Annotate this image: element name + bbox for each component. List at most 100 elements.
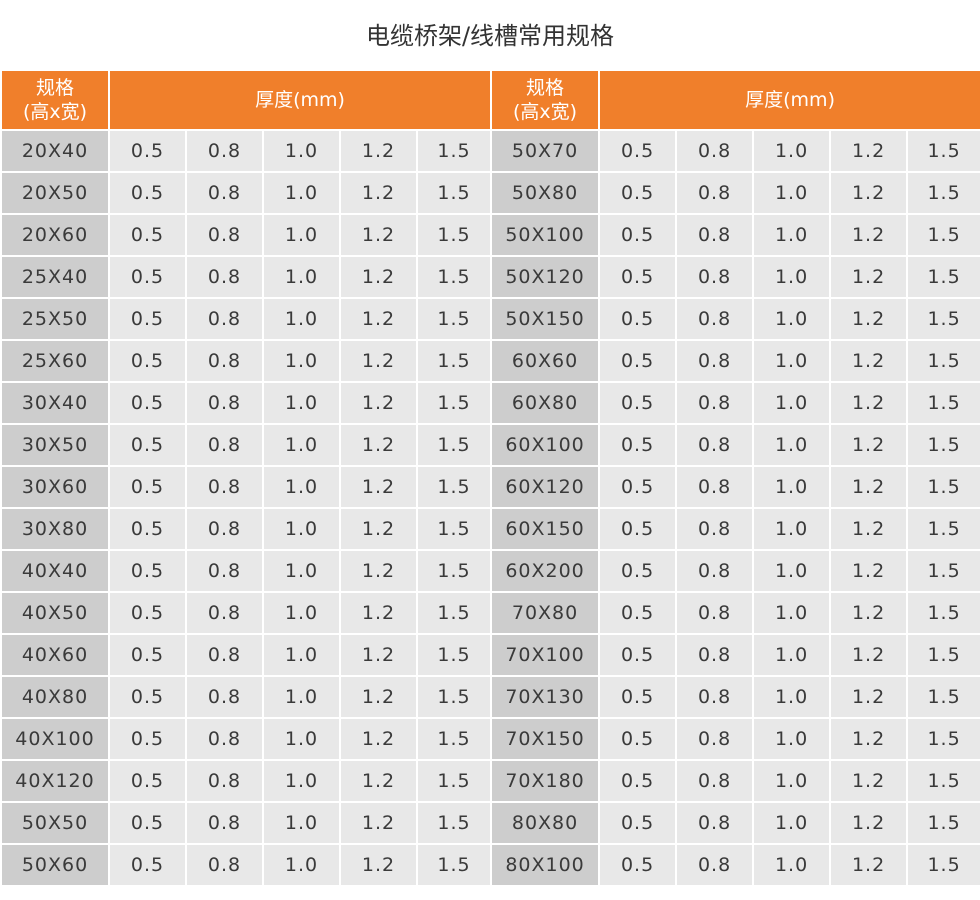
thickness-cell-left: 1.2 (339, 633, 418, 677)
thickness-cell-left: 1.5 (415, 549, 493, 593)
spec-header-right: 规格 (高x宽) (490, 69, 601, 131)
thickness-cell-right: 0.8 (675, 465, 755, 509)
spec-cell-right: 80X80 (490, 801, 601, 845)
thickness-cell-left: 1.2 (339, 381, 418, 425)
thickness-cell-right: 1.2 (829, 381, 909, 425)
thickness-cell-right: 1.5 (906, 843, 980, 887)
thickness-cell-right: 1.5 (906, 129, 980, 173)
thickness-cell-left: 0.5 (108, 717, 187, 761)
spec-cell-left: 40X120 (0, 759, 110, 803)
thickness-cell-left: 1.2 (339, 759, 418, 803)
thickness-cell-left: 0.5 (108, 507, 187, 551)
thickness-cell-right: 1.2 (829, 591, 909, 635)
spec-cell-left: 40X50 (0, 591, 110, 635)
thickness-cell-right: 1.2 (829, 213, 909, 257)
thickness-cell-right: 0.8 (675, 255, 755, 299)
thickness-cell-left: 0.8 (185, 213, 264, 257)
thickness-cell-left: 0.5 (108, 465, 187, 509)
thickness-cell-right: 0.8 (675, 129, 755, 173)
spec-cell-left: 40X80 (0, 675, 110, 719)
spec-cell-right: 70X180 (490, 759, 601, 803)
thickness-cell-right: 0.8 (675, 339, 755, 383)
spec-cell-right: 50X70 (490, 129, 601, 173)
thickness-cell-left: 0.8 (185, 717, 264, 761)
thickness-cell-left: 0.8 (185, 591, 264, 635)
thickness-cell-left: 1.5 (415, 759, 493, 803)
spec-cell-right: 70X100 (490, 633, 601, 677)
thickness-cell-left: 1.2 (339, 297, 418, 341)
thickness-cell-right: 1.2 (829, 507, 909, 551)
table-row: 30X80 0.5 0.8 1.0 1.2 1.5 60X150 0.5 0.8 1.0 1.2 1.… (0, 507, 980, 551)
thickness-cell-right: 1.0 (752, 423, 832, 467)
thickness-cell-right: 0.5 (598, 759, 678, 803)
thickness-cell-left: 0.5 (108, 423, 187, 467)
thickness-cell-right: 1.2 (829, 801, 909, 845)
thickness-cell-left: 1.2 (339, 801, 418, 845)
spec-header-label: 规格 (526, 77, 565, 99)
thickness-cell-left: 1.2 (339, 843, 418, 887)
thickness-cell-right: 1.2 (829, 759, 909, 803)
thickness-cell-left: 0.8 (185, 843, 264, 887)
thickness-cell-left: 0.5 (108, 381, 187, 425)
thickness-cell-left: 0.8 (185, 759, 264, 803)
thickness-cell-left: 1.5 (415, 465, 493, 509)
thickness-cell-right: 1.5 (906, 339, 980, 383)
thickness-cell-right: 1.0 (752, 129, 832, 173)
thickness-cell-left: 0.5 (108, 633, 187, 677)
thickness-cell-left: 0.8 (185, 801, 264, 845)
thickness-cell-right: 1.0 (752, 633, 832, 677)
thickness-cell-left: 1.5 (415, 633, 493, 677)
thickness-cell-right: 0.5 (598, 633, 678, 677)
thickness-cell-right: 0.5 (598, 129, 678, 173)
spec-cell-left: 50X50 (0, 801, 110, 845)
thickness-cell-right: 0.8 (675, 423, 755, 467)
table-row: 20X40 0.5 0.8 1.0 1.2 1.5 50X70 0.5 0.8 1.0 1.2 1.5 (0, 129, 980, 173)
thickness-cell-right: 1.2 (829, 675, 909, 719)
thickness-cell-left: 0.5 (108, 759, 187, 803)
table-row: 30X50 0.5 0.8 1.0 1.2 1.5 60X100 0.5 0.8 1.0 1.2 1.… (0, 423, 980, 467)
thickness-cell-right: 0.5 (598, 591, 678, 635)
spec-cell-right: 60X100 (490, 423, 601, 467)
spec-cell-right: 50X100 (490, 213, 601, 257)
thickness-cell-right: 0.8 (675, 759, 755, 803)
thickness-cell-left: 1.0 (262, 297, 341, 341)
thickness-cell-left: 0.8 (185, 423, 264, 467)
spec-header-left: 规格 (高x宽) (0, 69, 110, 131)
spec-cell-right: 50X80 (490, 171, 601, 215)
thickness-cell-left: 1.5 (415, 843, 493, 887)
spec-cell-left: 25X60 (0, 339, 110, 383)
thickness-cell-left: 0.8 (185, 381, 264, 425)
thickness-cell-right: 1.0 (752, 213, 832, 257)
spec-cell-left: 20X40 (0, 129, 110, 173)
thickness-cell-right: 1.2 (829, 633, 909, 677)
thickness-cell-right: 0.8 (675, 171, 755, 215)
thickness-cell-left: 1.5 (415, 171, 493, 215)
table-row: 20X50 0.5 0.8 1.0 1.2 1.5 50X80 0.5 0.8 1.0 1.2 1.5 (0, 171, 980, 215)
thickness-cell-right: 0.8 (675, 381, 755, 425)
thickness-cell-right: 1.5 (906, 171, 980, 215)
spec-header-sublabel: (高x宽) (22, 101, 88, 123)
thickness-cell-left: 1.0 (262, 759, 341, 803)
thickness-cell-right: 1.0 (752, 381, 832, 425)
thickness-cell-left: 0.5 (108, 339, 187, 383)
thickness-cell-right: 1.2 (829, 549, 909, 593)
thickness-cell-left: 1.5 (415, 675, 493, 719)
spec-cell-right: 60X80 (490, 381, 601, 425)
spec-cell-left: 30X80 (0, 507, 110, 551)
thickness-cell-right: 1.5 (906, 675, 980, 719)
spec-cell-right: 70X150 (490, 717, 601, 761)
table-row: 40X40 0.5 0.8 1.0 1.2 1.5 60X200 0.5 0.8 1.0 1.2 1.… (0, 549, 980, 593)
spec-cell-left: 25X50 (0, 297, 110, 341)
thickness-cell-left: 0.5 (108, 591, 187, 635)
spec-table-body: 20X40 0.5 0.8 1.0 1.2 1.5 50X70 0.5 0.8 1.0 1.2 1.5… (0, 129, 980, 887)
thickness-cell-left: 1.0 (262, 507, 341, 551)
thickness-cell-right: 0.5 (598, 171, 678, 215)
thickness-cell-left: 0.8 (185, 171, 264, 215)
thickness-cell-right: 1.5 (906, 381, 980, 425)
thickness-cell-right: 1.2 (829, 423, 909, 467)
thickness-cell-left: 1.0 (262, 591, 341, 635)
thickness-cell-right: 1.5 (906, 633, 980, 677)
spec-cell-right: 60X60 (490, 339, 601, 383)
thickness-cell-right: 0.8 (675, 633, 755, 677)
thickness-cell-left: 1.2 (339, 549, 418, 593)
